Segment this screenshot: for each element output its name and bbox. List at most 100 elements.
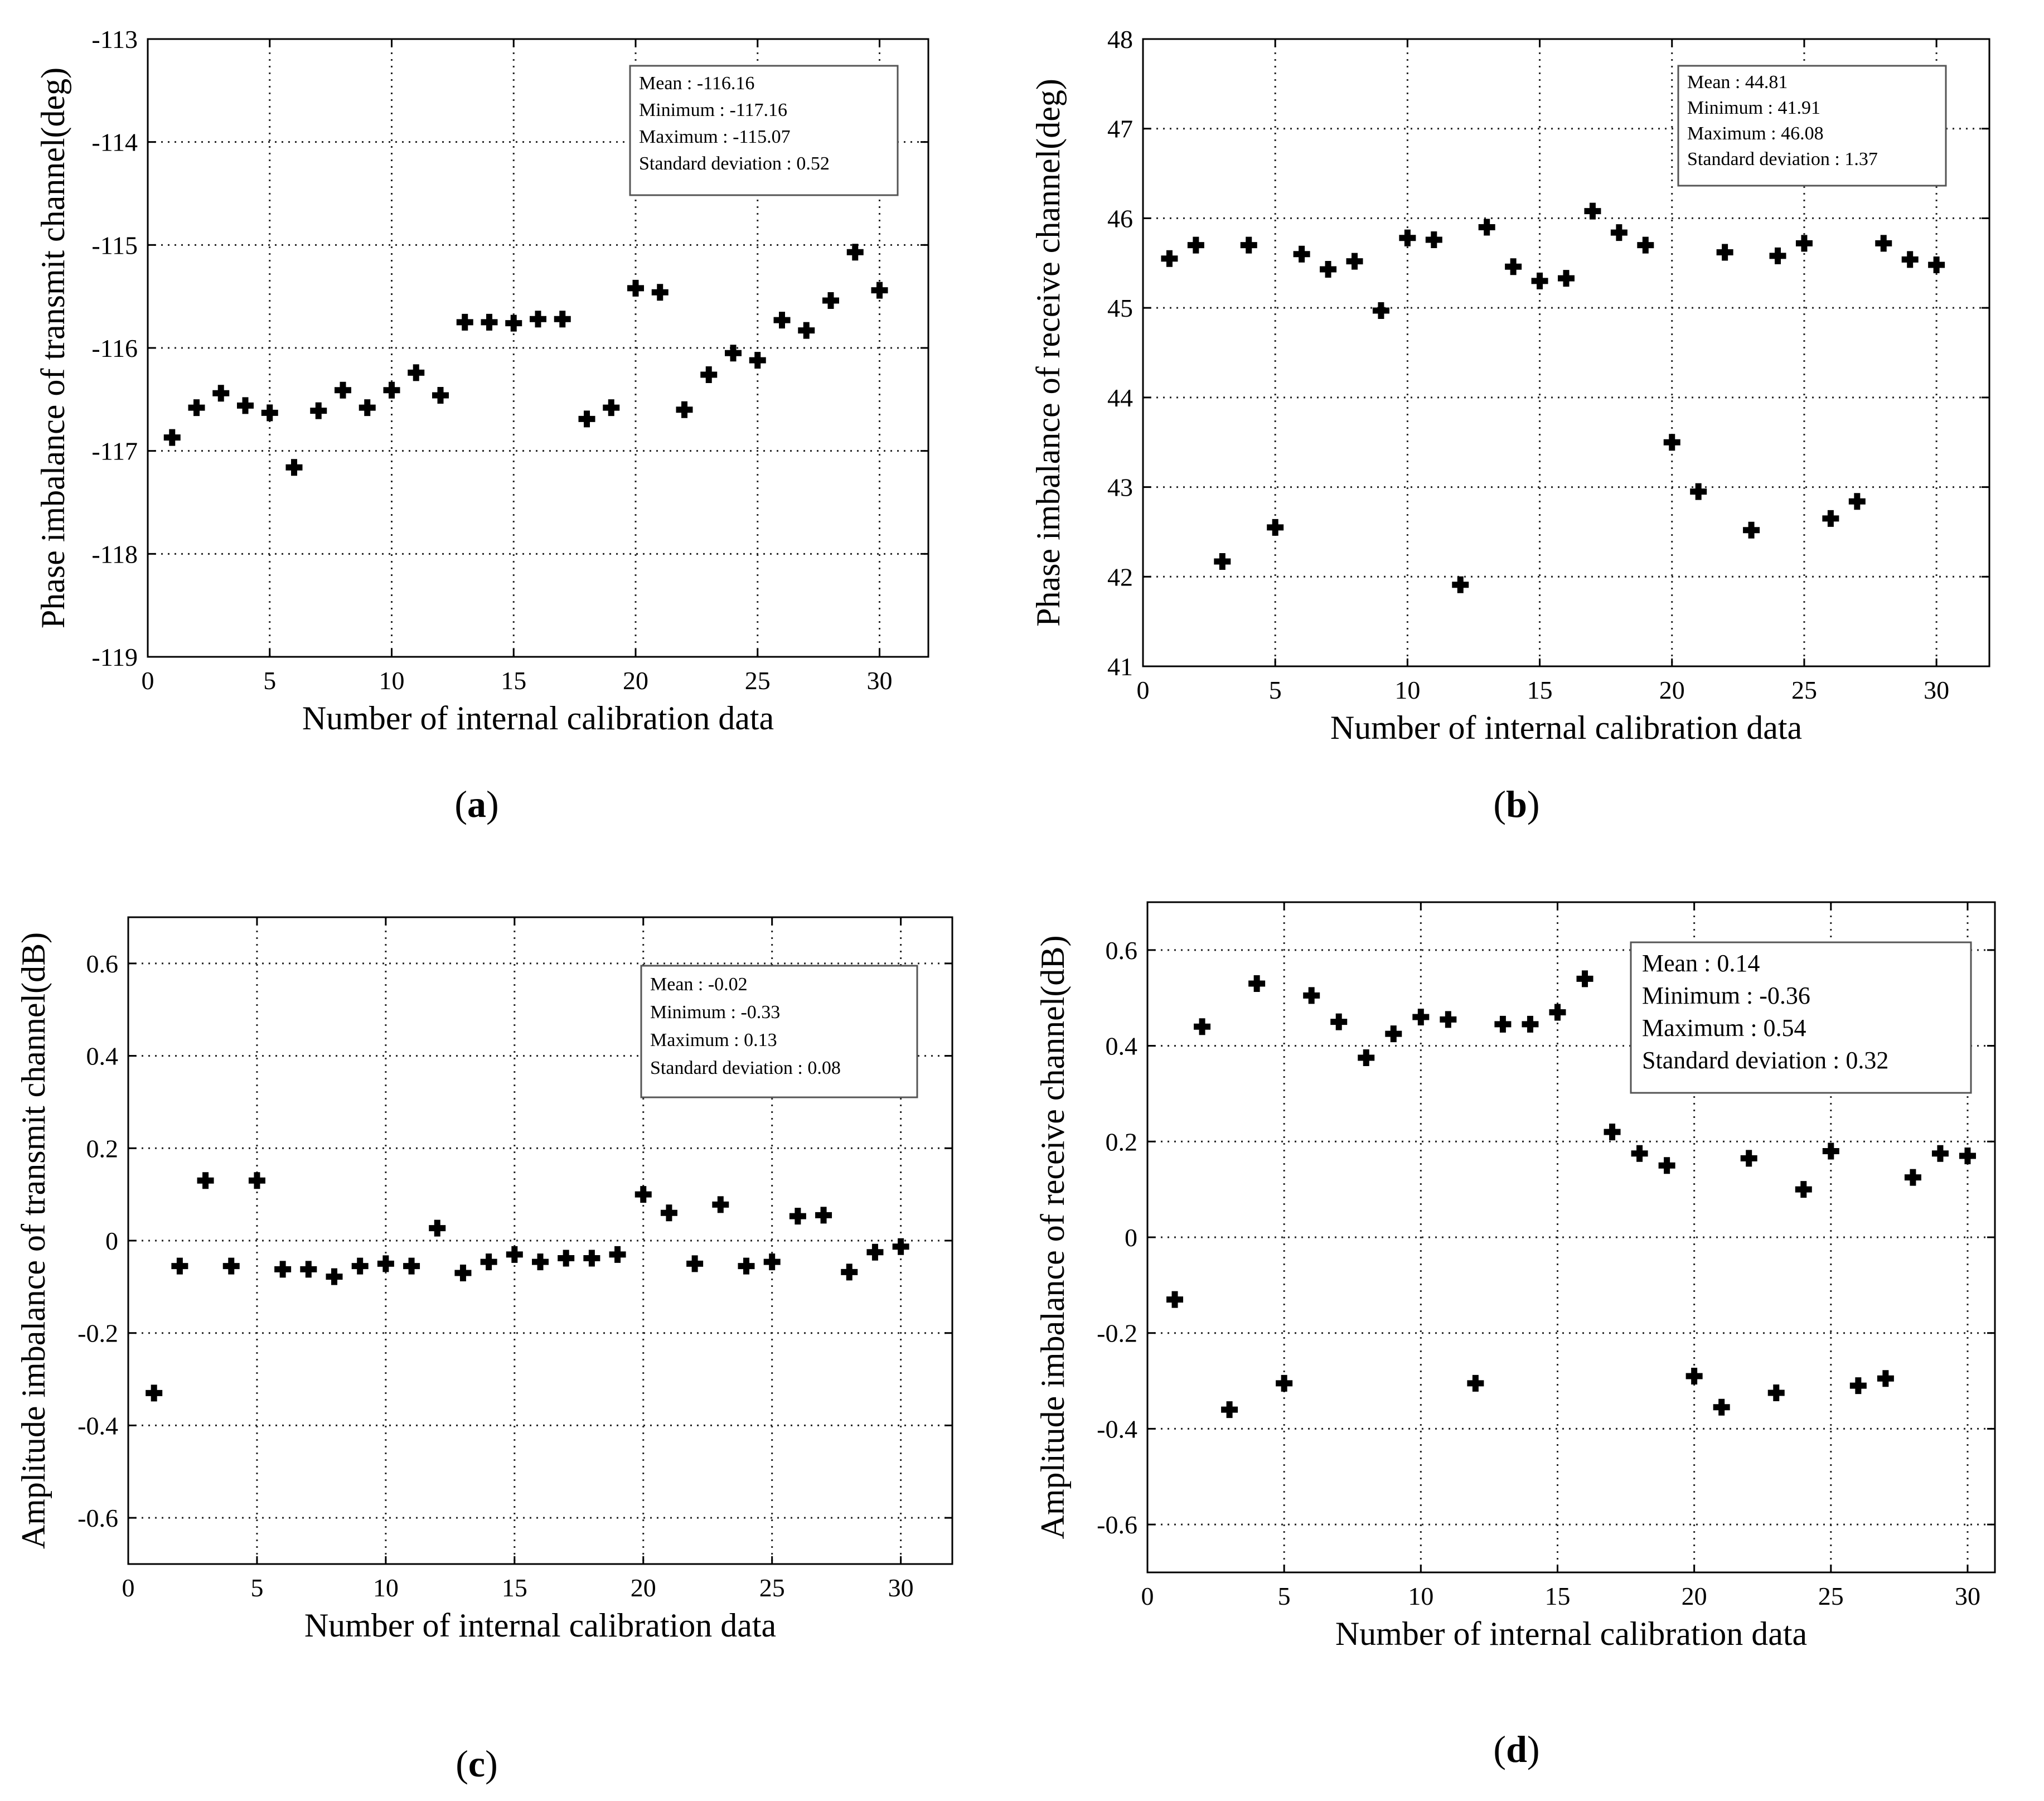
chart-panel-a: 0 5 10 15 20 25 30 -119 -118 -117 -116 -115 -114 -113… bbox=[35, 25, 929, 825]
x-axis-label: Number of internal calibration data bbox=[302, 700, 774, 737]
x-tick-label: 0 bbox=[1141, 1582, 1154, 1610]
data-point bbox=[1904, 1169, 1921, 1186]
x-tick-label: 10 bbox=[379, 666, 405, 695]
data-point bbox=[1267, 519, 1284, 536]
panel-label: (c) bbox=[456, 1742, 498, 1785]
y-tick-label: -0.2 bbox=[1097, 1319, 1137, 1348]
x-tick-label: 15 bbox=[1527, 676, 1553, 704]
data-point bbox=[773, 312, 791, 329]
y-tick-label: -0.6 bbox=[1097, 1510, 1137, 1539]
data-point bbox=[892, 1238, 909, 1255]
stats-line: Maximum : 0.54 bbox=[1642, 1014, 1806, 1042]
data-point bbox=[1531, 272, 1548, 289]
stats-line: Maximum : 0.13 bbox=[650, 1030, 777, 1050]
data-point bbox=[1767, 1384, 1785, 1402]
x-tick-label: 30 bbox=[888, 1574, 914, 1602]
y-axis-label: Phase imbalance of receive channel(deg) bbox=[1030, 79, 1067, 627]
data-point bbox=[1931, 1145, 1949, 1162]
stats-line: Mean : -116.16 bbox=[639, 73, 754, 94]
data-point bbox=[212, 385, 230, 402]
y-tick-label: -114 bbox=[91, 128, 138, 157]
data-point bbox=[815, 1207, 832, 1224]
stats-line: Standard deviation : 0.32 bbox=[1642, 1047, 1888, 1074]
stats-box: Mean : -0.02 Minimum : -0.33 Maximum : 0.1… bbox=[640, 965, 918, 1098]
y-tick-label: -119 bbox=[91, 643, 138, 671]
data-point bbox=[1522, 1015, 1539, 1033]
y-tick-label: 0.4 bbox=[1106, 1032, 1138, 1061]
stats-box-frame bbox=[1677, 65, 1947, 187]
data-point bbox=[197, 1172, 214, 1189]
data-point bbox=[456, 313, 473, 331]
stats-line: Standard deviation : 0.08 bbox=[650, 1058, 841, 1078]
data-point bbox=[1467, 1374, 1484, 1392]
y-tick-label: -0.4 bbox=[1097, 1415, 1137, 1443]
data-point bbox=[651, 284, 669, 301]
stats-line: Maximum : 46.08 bbox=[1687, 123, 1824, 144]
data-point bbox=[248, 1172, 265, 1189]
data-point bbox=[1822, 510, 1839, 527]
x-axis-label: Number of internal calibration data bbox=[1330, 709, 1802, 746]
data-point bbox=[725, 345, 742, 362]
data-point bbox=[1584, 202, 1601, 220]
y-tick-label: -113 bbox=[91, 25, 138, 54]
y-axis-label: Amplitude imbalance of receive channel(d… bbox=[1034, 936, 1071, 1539]
data-point bbox=[300, 1261, 317, 1278]
stats-line: Mean : 44.81 bbox=[1687, 72, 1788, 93]
data-point bbox=[1276, 1374, 1293, 1392]
x-tick-label: 10 bbox=[1408, 1582, 1433, 1610]
chart-panel-d: 0 5 10 15 20 25 30 -0.6 -0.4 -0.2 0 0.2 0.4 0.6 Number… bbox=[1034, 901, 1996, 1770]
data-point bbox=[1658, 1157, 1675, 1174]
y-axis-label: Phase imbalance of transmit channel(deg) bbox=[35, 67, 71, 628]
panel-label: (a) bbox=[454, 783, 498, 825]
data-point bbox=[146, 1384, 163, 1402]
data-point bbox=[1959, 1148, 1976, 1165]
y-tick-label: 44 bbox=[1107, 384, 1133, 412]
data-point bbox=[1848, 493, 1866, 510]
data-point bbox=[506, 1246, 523, 1263]
data-point bbox=[383, 381, 400, 399]
x-tick-label: 30 bbox=[1924, 676, 1949, 704]
chart-panel-c: 0 5 10 15 20 25 30 -0.6 -0.4 -0.2 0 0.2 0.4 0.6 Number… bbox=[15, 916, 953, 1785]
data-point bbox=[432, 386, 449, 404]
x-tick-label: 25 bbox=[1818, 1582, 1844, 1610]
y-tick-label: 0.6 bbox=[86, 950, 119, 978]
x-tick-label: 30 bbox=[1955, 1582, 1980, 1610]
stats-line: Standard deviation : 0.52 bbox=[639, 153, 830, 174]
x-axis-label: Number of internal calibration data bbox=[304, 1607, 776, 1644]
y-tick-label: -118 bbox=[91, 540, 138, 568]
x-tick-label: 20 bbox=[1659, 676, 1685, 704]
data-point bbox=[326, 1268, 343, 1285]
stats-box-frame bbox=[640, 965, 918, 1098]
data-point bbox=[660, 1204, 677, 1222]
data-point bbox=[1685, 1367, 1703, 1384]
stats-line: Minimum : -117.16 bbox=[639, 100, 787, 120]
data-point bbox=[481, 313, 498, 331]
data-point bbox=[222, 1257, 240, 1275]
x-tick-label: 5 bbox=[1269, 676, 1282, 704]
data-point bbox=[578, 410, 595, 428]
x-tick-label: 25 bbox=[1791, 676, 1817, 704]
data-point bbox=[163, 429, 181, 446]
x-tick-label: 25 bbox=[745, 666, 771, 695]
chart-panel-b: 0 5 10 15 20 25 30 41 42 43 44 45 46 47 48 Number of in… bbox=[1030, 25, 1990, 825]
data-point bbox=[1713, 1398, 1730, 1416]
data-point bbox=[505, 314, 522, 332]
x-tick-label: 20 bbox=[623, 666, 648, 695]
data-point bbox=[1743, 521, 1760, 539]
data-point bbox=[1928, 256, 1945, 273]
x-tick-label: 0 bbox=[122, 1574, 135, 1602]
data-point bbox=[310, 402, 327, 419]
panel-label: (b) bbox=[1493, 783, 1539, 825]
stats-line: Mean : -0.02 bbox=[650, 974, 748, 995]
data-point bbox=[700, 366, 718, 384]
data-point bbox=[1631, 1145, 1648, 1162]
data-point bbox=[261, 404, 278, 422]
data-point bbox=[377, 1255, 394, 1272]
data-point bbox=[1214, 553, 1231, 570]
data-point bbox=[1558, 270, 1575, 287]
y-axis-label: Amplitude imbalance of transmit channel(… bbox=[15, 932, 52, 1549]
data-point bbox=[798, 322, 815, 339]
data-point bbox=[1248, 975, 1266, 992]
data-point bbox=[1795, 235, 1813, 252]
data-point bbox=[1740, 1150, 1757, 1167]
